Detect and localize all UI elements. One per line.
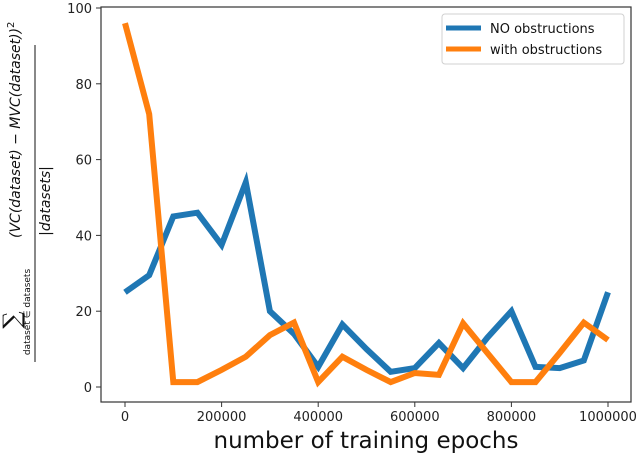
y-tick-label: 60: [75, 154, 92, 169]
series-line-with-obstructions: [122, 22, 610, 388]
series-line-no-obstructions: [123, 171, 611, 375]
y-tick-label: 0: [84, 381, 92, 396]
legend-item-with-obstructions: with obstructions: [446, 43, 602, 58]
y-tick-label: 80: [75, 78, 92, 93]
sum-symbol: ∑: [0, 311, 26, 328]
x-tick-label: 0: [121, 410, 129, 425]
legend-label: with obstructions: [490, 43, 602, 58]
legend-box: [441, 13, 625, 65]
x-tick-label: 1000000: [579, 410, 637, 425]
legend: NO obstructions with obstructions: [441, 13, 625, 65]
x-tick-label: 400000: [293, 410, 343, 425]
y-tick-label: 100: [67, 2, 92, 17]
x-axis-ticks: 0 200000 400000 600000 800000 1000000: [121, 402, 637, 425]
y-label-numerator: (VC(dataset) − MVC(dataset))2: [6, 22, 24, 238]
y-axis-label: (VC(dataset) − MVC(dataset))2 |datasets|…: [0, 22, 54, 362]
x-tick-label: 600000: [390, 410, 440, 425]
x-axis-label: number of training epochs: [214, 428, 519, 454]
x-tick-label: 200000: [197, 410, 247, 425]
axes-frame: [100, 6, 632, 403]
legend-label: NO obstructions: [490, 22, 595, 37]
y-label-denominator: |datasets|: [38, 166, 54, 236]
y-tick-label: 40: [75, 229, 92, 244]
sum-subscript: dataset ∈ datasets: [23, 269, 33, 356]
x-tick-label: 800000: [487, 410, 537, 425]
series-layer: [122, 22, 611, 388]
y-tick-label: 20: [75, 305, 92, 320]
y-axis-ticks: 0 20 40 60 80 100: [67, 2, 101, 396]
legend-item-no-obstructions: NO obstructions: [446, 22, 595, 37]
